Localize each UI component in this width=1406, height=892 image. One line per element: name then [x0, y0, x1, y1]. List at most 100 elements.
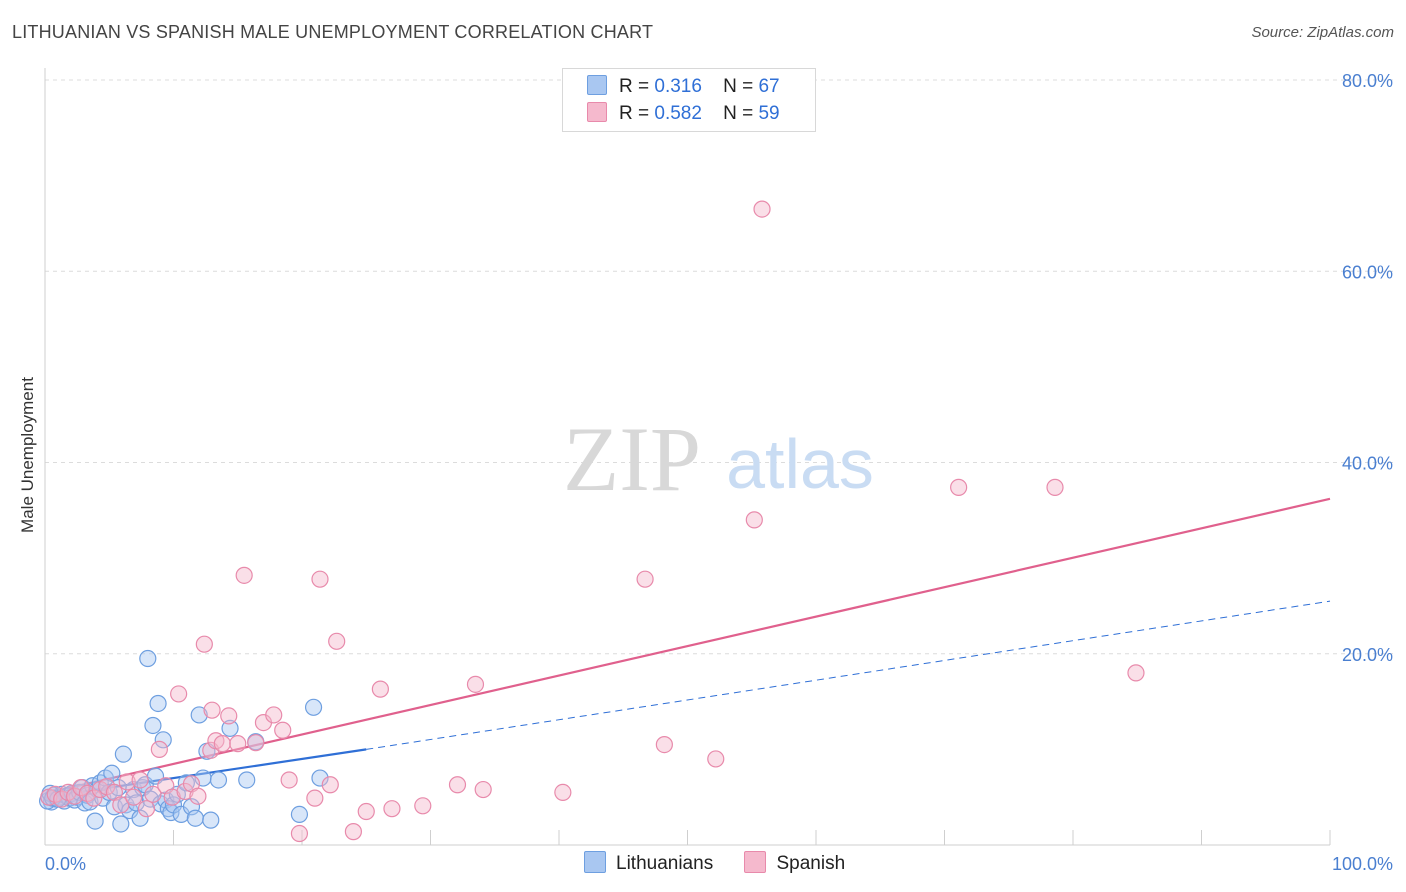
n-value: 59 [758, 103, 780, 124]
data-point-spanish [144, 785, 162, 803]
data-point-lithuanians [139, 649, 157, 668]
y-tick-label: 20.0% [1342, 645, 1393, 665]
source-label: Source: ZipAtlas.com [1251, 24, 1394, 41]
legend-swatch-pink [587, 102, 607, 122]
legend-row-lithuanians: R = 0.316 N = 67 [587, 75, 780, 101]
data-point-lithuanians [86, 812, 104, 830]
data-points [38, 200, 1145, 843]
data-point-spanish [290, 824, 309, 843]
data-point-spanish [655, 735, 673, 754]
axes [44, 68, 1331, 846]
data-point-lithuanians [202, 811, 220, 829]
data-point-spanish [371, 680, 389, 698]
data-point-lithuanians [149, 694, 167, 713]
data-point-spanish [170, 685, 188, 703]
legend-swatch-blue [587, 75, 607, 95]
data-point-lithuanians [186, 809, 204, 827]
data-point-lithuanians [190, 706, 208, 724]
data-point-spanish [274, 721, 292, 739]
data-point-spanish [306, 789, 324, 807]
data-point-spanish [112, 796, 130, 814]
data-point-spanish [247, 734, 265, 752]
data-point-spanish [72, 779, 90, 797]
data-point-lithuanians [238, 771, 256, 789]
legend-swatch-blue [584, 851, 606, 873]
y-tick-label: 60.0% [1342, 262, 1393, 282]
data-point-spanish [229, 735, 247, 753]
data-point-spanish [65, 787, 84, 805]
data-point-spanish [85, 789, 103, 807]
data-point-lithuanians [177, 774, 195, 792]
data-point-spanish [150, 740, 168, 758]
data-point-spanish [321, 776, 339, 794]
data-point-lithuanians [221, 719, 239, 737]
watermark-atlas: atlas [726, 425, 874, 503]
data-point-lithuanians [209, 771, 228, 789]
legend-row-spanish: R = 0.582 N = 59 [587, 102, 780, 128]
data-point-spanish [220, 707, 238, 725]
data-point-spanish [189, 787, 207, 805]
data-point-spanish [554, 783, 572, 802]
watermark: ZIP atlas [563, 408, 874, 510]
data-point-lithuanians [144, 716, 162, 735]
data-point-spanish [950, 478, 968, 496]
data-point-spanish [414, 797, 432, 815]
data-point-spanish [344, 823, 362, 841]
data-point-lithuanians [304, 698, 323, 716]
data-point-spanish [328, 632, 346, 650]
legend-swatch-pink [744, 851, 767, 873]
trend-line-lithuanians [366, 600, 1331, 750]
stats-legend: R = 0.316 N = 67 R = 0.582 N = 59 [562, 68, 816, 132]
watermark-zip: ZIP [563, 408, 701, 510]
r-value: 0.316 [654, 76, 702, 97]
legend-item-spanish[interactable]: Spanish [744, 851, 845, 875]
data-point-lithuanians [290, 805, 309, 824]
n-label: N = [723, 103, 754, 124]
series-legend: Lithuanians Spanish [584, 851, 871, 875]
data-point-spanish [195, 635, 213, 653]
data-point-spanish [466, 675, 485, 693]
data-point-spanish [357, 802, 375, 821]
data-point-lithuanians [154, 731, 172, 749]
data-point-spanish [265, 706, 283, 724]
y-tick-label: 40.0% [1342, 454, 1393, 474]
data-point-spanish [311, 570, 329, 588]
data-point-lithuanians [114, 745, 132, 763]
tick-labels: 20.0% 40.0% 60.0% 80.0% 0.0% 100.0% [45, 71, 1393, 874]
data-point-spanish [203, 701, 221, 719]
legend-label: Spanish [776, 853, 846, 874]
data-point-spanish [753, 200, 771, 218]
x-tick-label: 0.0% [45, 854, 86, 874]
data-point-spanish [636, 570, 654, 588]
x-tick-label: 100.0% [1332, 854, 1393, 874]
data-point-spanish [745, 511, 763, 529]
data-point-lithuanians [311, 769, 329, 787]
data-point-spanish [448, 776, 467, 794]
y-tick-label: 80.0% [1342, 71, 1393, 91]
chart-title: LITHUANIAN VS SPANISH MALE UNEMPLOYMENT … [12, 22, 654, 42]
data-point-spanish [1046, 478, 1064, 496]
data-point-lithuanians [112, 815, 130, 833]
data-point-spanish [53, 790, 71, 808]
data-point-spanish [707, 750, 725, 768]
r-value: 0.582 [654, 103, 702, 124]
data-point-lithuanians [131, 809, 149, 827]
data-point-spanish [125, 788, 143, 806]
n-value: 67 [758, 76, 780, 97]
n-label: N = [723, 76, 754, 97]
trend-lines [44, 497, 1331, 799]
data-point-spanish [383, 800, 401, 818]
trend-line-spanish [44, 497, 1331, 795]
r-label: R = [619, 103, 650, 124]
data-point-spanish [1127, 664, 1145, 682]
legend-label: Lithuanians [616, 853, 714, 874]
data-point-spanish [213, 735, 231, 753]
data-point-spanish [137, 800, 156, 818]
data-point-spanish [235, 566, 253, 584]
data-point-spanish [118, 773, 136, 791]
legend-item-lithuanians[interactable]: Lithuanians [584, 851, 713, 875]
data-point-spanish [474, 780, 492, 799]
data-point-spanish [131, 771, 149, 789]
r-label: R = [619, 76, 650, 97]
